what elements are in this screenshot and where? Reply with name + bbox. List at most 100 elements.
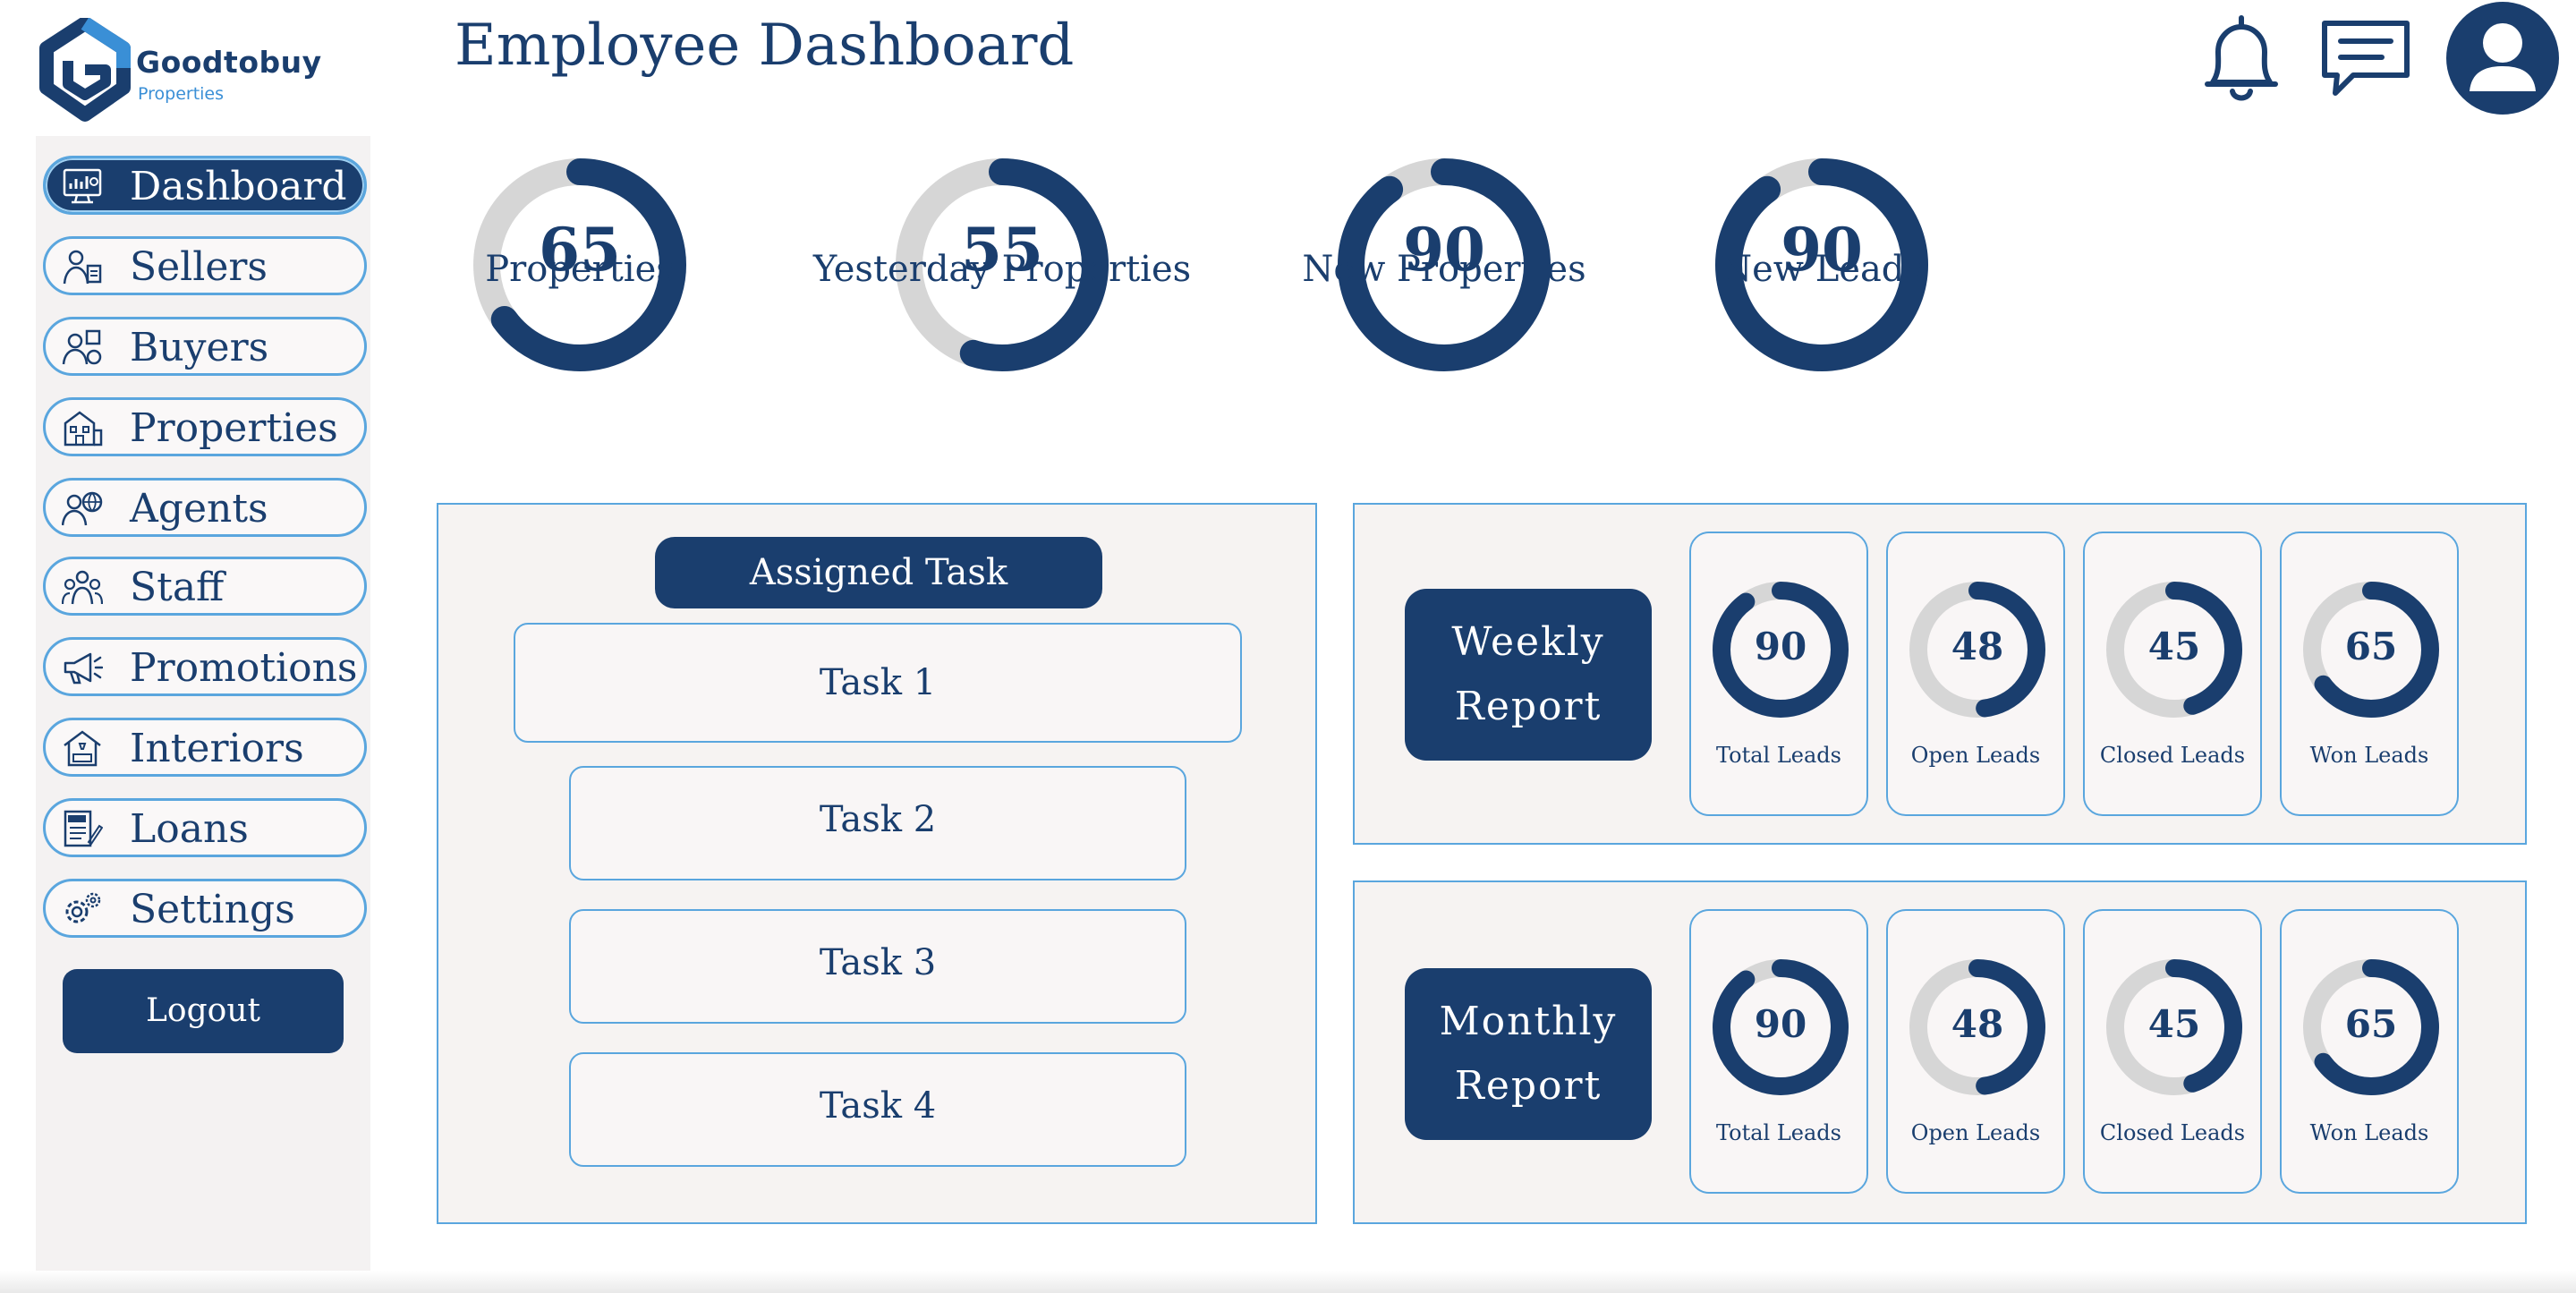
ring-progress (1713, 582, 1849, 718)
sidebar-item-properties[interactable]: Properties (43, 397, 367, 456)
sidebar-item-label: Settings (130, 887, 295, 932)
sidebar-item-label: Interiors (130, 726, 304, 771)
metric-ring (1909, 582, 2045, 718)
staff-group-icon (62, 570, 103, 605)
monthly-closed-leads-card[interactable]: 45 Closed Leads (2083, 909, 2262, 1194)
user-avatar-icon[interactable] (2446, 2, 2559, 115)
sidebar-item-label: Properties (130, 405, 338, 451)
report-title-line: Weekly (1451, 619, 1605, 665)
agent-globe-icon (62, 491, 103, 526)
megaphone-icon (64, 652, 103, 685)
weekly-closed-leads-card[interactable]: 45 Closed Leads (2083, 532, 2262, 816)
monthly-report-button[interactable]: Monthly Report (1405, 968, 1652, 1140)
logo-mark-icon (39, 18, 131, 122)
metric-ring (1713, 582, 1849, 718)
ring-progress (2303, 582, 2439, 718)
stat-label: New Leads (1721, 249, 1923, 290)
ring-progress (1909, 959, 2045, 1095)
sidebar-item-settings[interactable]: Settings (43, 879, 367, 938)
sidebar-item-interiors[interactable]: Interiors (43, 718, 367, 777)
stat-ring (473, 158, 686, 371)
sidebar-item-agents[interactable]: Agents (43, 478, 367, 537)
report-title-line: Monthly (1439, 999, 1618, 1044)
metric-label: Open Leads (1910, 1120, 2041, 1145)
metric-label: Closed Leads (2099, 743, 2246, 768)
bell-icon[interactable] (2197, 13, 2286, 106)
metric-value: 48 (1951, 625, 2004, 668)
metric-label: Won Leads (2309, 1120, 2429, 1145)
monthly-total-leads-card[interactable]: 90 Total Leads (1689, 909, 1868, 1194)
sidebar-item-label: Agents (130, 486, 268, 532)
metric-ring (2303, 959, 2439, 1095)
stat-ring (1715, 158, 1928, 371)
metric-label: Closed Leads (2099, 1120, 2246, 1145)
task-item[interactable]: Task 2 (569, 766, 1186, 880)
metric-value: 65 (2344, 1002, 2398, 1046)
brand-subtitle: Properties (138, 84, 225, 104)
buyer-person-icon (62, 329, 102, 365)
sidebar: Dashboard Sellers Buyers Properties (36, 136, 370, 1277)
interior-house-icon (64, 730, 101, 767)
sidebar-item-dashboard[interactable]: Dashboard (43, 156, 367, 215)
weekly-report-panel: Weekly Report 90 Total Leads 48 Open Lea… (1353, 503, 2527, 845)
ring-progress (2106, 959, 2242, 1095)
sidebar-item-label: Buyers (130, 325, 269, 370)
loan-document-icon (64, 810, 103, 847)
gear-icon (65, 892, 101, 923)
task-item[interactable]: Task 4 (569, 1052, 1186, 1167)
ring-progress (1715, 158, 1928, 371)
stat-ring (896, 158, 1109, 371)
stat-label: New Properties (1302, 249, 1586, 290)
sidebar-item-promotions[interactable]: Promotions (43, 637, 367, 696)
ring-progress (2303, 959, 2439, 1095)
weekly-total-leads-card[interactable]: 90 Total Leads (1689, 532, 1868, 816)
metric-ring (2106, 959, 2242, 1095)
task-item[interactable]: Task 3 (569, 909, 1186, 1024)
ring-progress (1338, 158, 1551, 371)
monthly-report-panel: Monthly Report 90 Total Leads 48 Open Le… (1353, 880, 2527, 1224)
stat-value: 90 (1403, 215, 1485, 285)
assigned-task-header: Assigned Task (655, 537, 1102, 608)
page-title: Employee Dashboard (455, 13, 1075, 79)
weekly-open-leads-card[interactable]: 48 Open Leads (1886, 532, 2065, 816)
sidebar-item-label: Dashboard (130, 164, 347, 209)
metric-value: 45 (2147, 625, 2201, 668)
stat-value: 90 (1781, 215, 1863, 285)
metric-label: Open Leads (1910, 743, 2041, 768)
metric-value: 45 (2147, 1002, 2201, 1046)
monthly-won-leads-card[interactable]: 65 Won Leads (2280, 909, 2459, 1194)
sidebar-item-sellers[interactable]: Sellers (43, 236, 367, 295)
sidebar-item-staff[interactable]: Staff (43, 557, 367, 616)
logout-button[interactable]: Logout (63, 969, 344, 1053)
building-icon (64, 411, 103, 447)
stat-value: 65 (539, 215, 621, 285)
ring-progress (1713, 959, 1849, 1095)
metric-value: 90 (1754, 1002, 1807, 1046)
brand-logo[interactable]: Goodtobuy Properties (36, 18, 331, 125)
weekly-report-button[interactable]: Weekly Report (1405, 589, 1652, 761)
metric-label: Total Leads (1716, 1120, 1841, 1145)
metric-ring (1909, 959, 2045, 1095)
ring-progress (473, 158, 686, 371)
stat-ring (1338, 158, 1551, 371)
sidebar-item-label: Staff (130, 565, 225, 610)
seller-person-icon (63, 250, 102, 285)
sidebar-item-loans[interactable]: Loans (43, 798, 367, 857)
sidebar-item-label: Loans (130, 806, 249, 852)
ring-progress (1909, 582, 2045, 718)
weekly-won-leads-card[interactable]: 65 Won Leads (2280, 532, 2459, 816)
stat-label: Yesterday Properties (812, 249, 1192, 290)
brand-name: Goodtobuy (136, 45, 322, 80)
task-item[interactable]: Task 1 (514, 623, 1242, 743)
ring-progress (2106, 582, 2242, 718)
metric-ring (1713, 959, 1849, 1095)
chat-icon[interactable] (2317, 16, 2416, 100)
metric-value: 90 (1754, 625, 1807, 668)
metric-label: Total Leads (1716, 743, 1841, 768)
sidebar-item-label: Sellers (130, 244, 268, 290)
sidebar-item-buyers[interactable]: Buyers (43, 317, 367, 376)
ring-progress (896, 158, 1109, 371)
monthly-open-leads-card[interactable]: 48 Open Leads (1886, 909, 2065, 1194)
metric-value: 48 (1951, 1002, 2004, 1046)
metric-label: Won Leads (2309, 743, 2429, 768)
